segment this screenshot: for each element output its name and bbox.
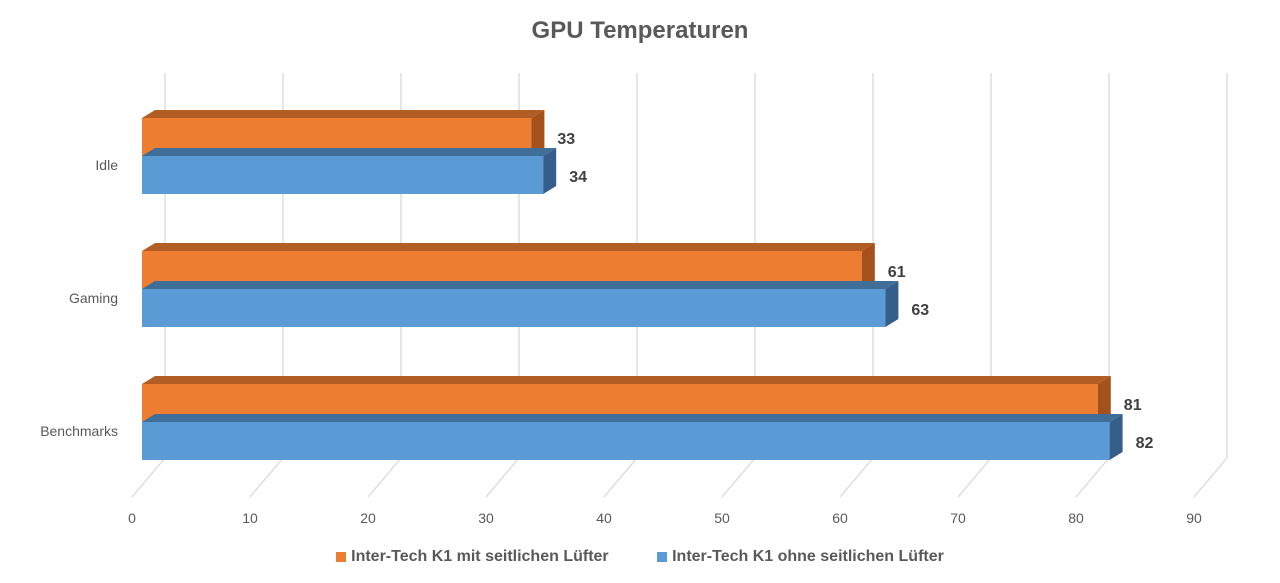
legend-item-series-1[interactable]: Inter-Tech K1 mit seitlichen Lüfter <box>336 548 609 566</box>
data-label: 82 <box>1136 435 1154 452</box>
gridline-floor <box>1193 457 1228 498</box>
x-tick-label: 30 <box>478 510 494 526</box>
x-axis-ticks: 0 10 20 30 40 50 60 70 80 90 <box>128 510 1202 526</box>
data-label: 61 <box>888 264 906 281</box>
gridline-floor <box>839 457 874 498</box>
gridline-floor <box>957 457 992 498</box>
bar <box>142 148 557 194</box>
gridline-floor <box>603 457 638 498</box>
chart-title: GPU Temperaturen <box>532 17 749 44</box>
x-tick-label: 50 <box>714 510 730 526</box>
gridline-floor <box>1075 457 1110 498</box>
gridline-floor <box>131 457 166 498</box>
x-tick-label: 10 <box>242 510 258 526</box>
x-tick-label: 80 <box>1068 510 1084 526</box>
category-label: Gaming <box>69 290 118 306</box>
data-label: 34 <box>569 169 587 186</box>
legend-swatch-series-1 <box>336 552 347 562</box>
bars <box>142 110 1123 460</box>
bar <box>142 281 899 327</box>
x-tick-label: 0 <box>128 510 136 526</box>
gridline-floor <box>485 457 520 498</box>
data-label: 81 <box>1124 397 1142 414</box>
category-label: Benchmarks <box>40 423 118 439</box>
legend-swatch-series-2 <box>657 552 668 562</box>
data-labels: 33 34 61 63 81 82 <box>557 131 1153 452</box>
legend-label-series-2: Inter-Tech K1 ohne seitlichen Lüfter <box>672 548 944 565</box>
legend-item-series-2[interactable]: Inter-Tech K1 ohne seitlichen Lüfter <box>657 548 944 566</box>
x-tick-label: 90 <box>1186 510 1202 526</box>
data-label: 33 <box>557 131 575 148</box>
gridline-floor <box>367 457 402 498</box>
gridline-floor <box>721 457 756 498</box>
gridline-floor <box>249 457 284 498</box>
x-tick-label: 70 <box>950 510 966 526</box>
legend-label-series-1: Inter-Tech K1 mit seitlichen Lüfter <box>351 548 609 565</box>
bar <box>142 414 1123 460</box>
y-axis-categories: Idle Gaming Benchmarks <box>40 157 118 439</box>
category-label: Idle <box>95 157 118 173</box>
data-label: 63 <box>911 302 929 319</box>
x-tick-label: 20 <box>360 510 376 526</box>
x-tick-label: 60 <box>832 510 848 526</box>
x-tick-label: 40 <box>596 510 612 526</box>
legend: Inter-Tech K1 mit seitlichen Lüfter Inte… <box>0 548 1280 567</box>
